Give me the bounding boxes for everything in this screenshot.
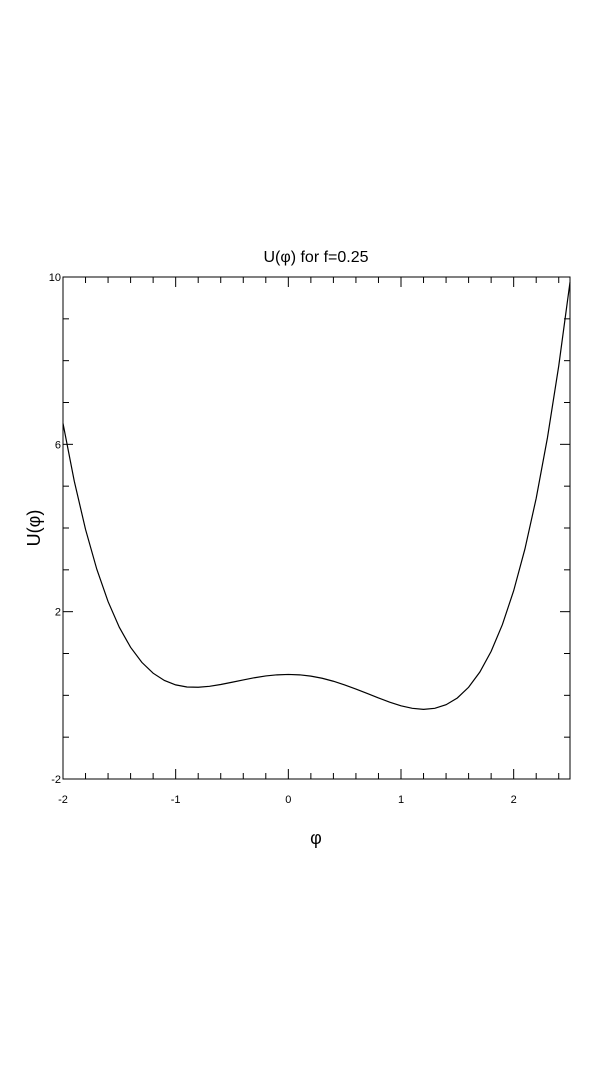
x-tick-label: 1 — [398, 794, 404, 806]
x-tick-label: 2 — [511, 794, 517, 806]
y-tick-label: 2 — [55, 607, 61, 619]
y-tick-label: 10 — [49, 272, 61, 284]
x-tick-label: 0 — [285, 794, 291, 806]
x-axis-label: φ — [310, 828, 322, 848]
y-tick-label: 6 — [55, 439, 61, 451]
x-tick-label: -1 — [171, 794, 181, 806]
chart-title: U(φ) for f=0.25 — [263, 249, 368, 266]
x-tick-label: -2 — [58, 794, 68, 806]
y-tick-label: -2 — [51, 774, 61, 786]
y-axis-label: U(φ) — [24, 510, 44, 547]
curve — [62, 282, 571, 710]
plot-frame — [62, 276, 571, 780]
